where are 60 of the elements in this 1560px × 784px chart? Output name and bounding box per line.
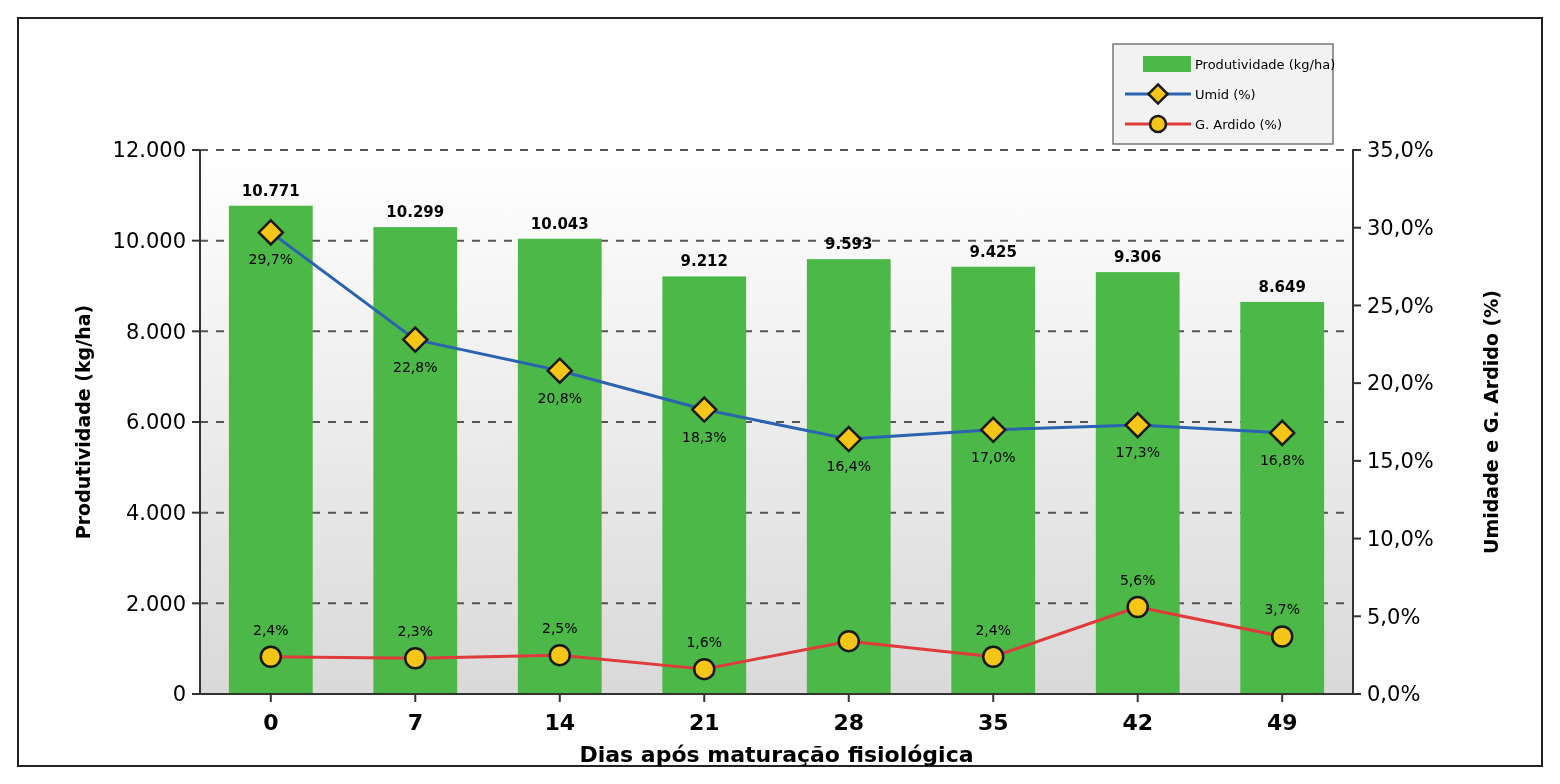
data-label: 17,3% [1115,444,1160,461]
data-label: 10.771 [241,181,300,200]
data-label: 2,4% [253,621,289,638]
y-tick-label: 12.000 [112,138,186,163]
data-label: 2,5% [541,620,578,637]
x-tick-label: 28 [833,710,865,735]
data-label: 16,4% [826,458,871,475]
data-label: 10.299 [386,203,445,222]
x-tick-label: 35 [977,710,1009,735]
bar [1240,301,1325,694]
y-tick-label: 4.000 [125,501,186,526]
bar [951,266,1036,694]
bar [373,227,458,694]
y-tick-label: 0 [172,682,186,707]
data-label: 10.043 [530,214,589,233]
y2-tick-label: 35,0% [1367,138,1434,163]
data-label: 9.212 [680,252,728,271]
x-tick-label: 0 [263,710,279,735]
legend-label: G. Ardido (%) [1195,116,1283,132]
y-axis-title: Produtividade (kg/ha) [72,304,94,540]
bar [1095,272,1180,694]
y-tick-label: 10.000 [112,229,186,254]
x-tick-label: 14 [544,710,576,735]
data-label: 16,8% [1259,451,1305,468]
x-tick-label: 49 [1266,710,1298,735]
x-axis-title: Dias após maturação fisiológica [579,742,974,767]
y2-tick-label: 5,0% [1367,604,1421,629]
data-label: 9.306 [1113,248,1162,267]
data-label: 8.649 [1258,277,1306,296]
data-label: 29,7% [248,251,294,268]
data-label: 17,0% [970,448,1016,465]
x-tick-label: 42 [1122,710,1154,735]
data-label: 22,8% [393,358,438,375]
data-label: 3,7% [1264,601,1300,618]
data-label: 9.593 [825,235,873,254]
data-label: 2,3% [397,623,434,640]
x-tick-label: 7 [407,710,423,735]
y2-tick-label: 0,0% [1367,682,1421,707]
y2-tick-label: 15,0% [1367,449,1434,474]
y-tick-label: 8.000 [125,319,186,344]
bar [662,276,747,694]
y2-tick-label: 20,0% [1367,371,1434,396]
data-label: 9.425 [969,242,1017,261]
bar [806,259,891,694]
y2-axis-title: Umidade e G. Ardido (%) [1480,289,1502,555]
x-tick-label: 21 [688,710,720,735]
y2-tick-label: 25,0% [1367,293,1434,318]
y-tick-label: 2.000 [125,591,186,616]
bar [517,238,602,694]
y2-tick-label: 10,0% [1367,526,1434,551]
data-label: 5,6% [1119,571,1156,588]
data-label: 1,6% [686,634,723,651]
legend-label: Umid (%) [1195,86,1256,102]
bar [228,205,313,694]
data-label: 20,8% [537,389,583,406]
y2-tick-label: 30,0% [1367,216,1434,241]
legend-label: Produtividade (kg/ha) [1195,56,1336,72]
y-tick-label: 6.000 [125,410,186,435]
data-label: 18,3% [682,428,727,445]
data-label: 2,4% [975,621,1012,638]
